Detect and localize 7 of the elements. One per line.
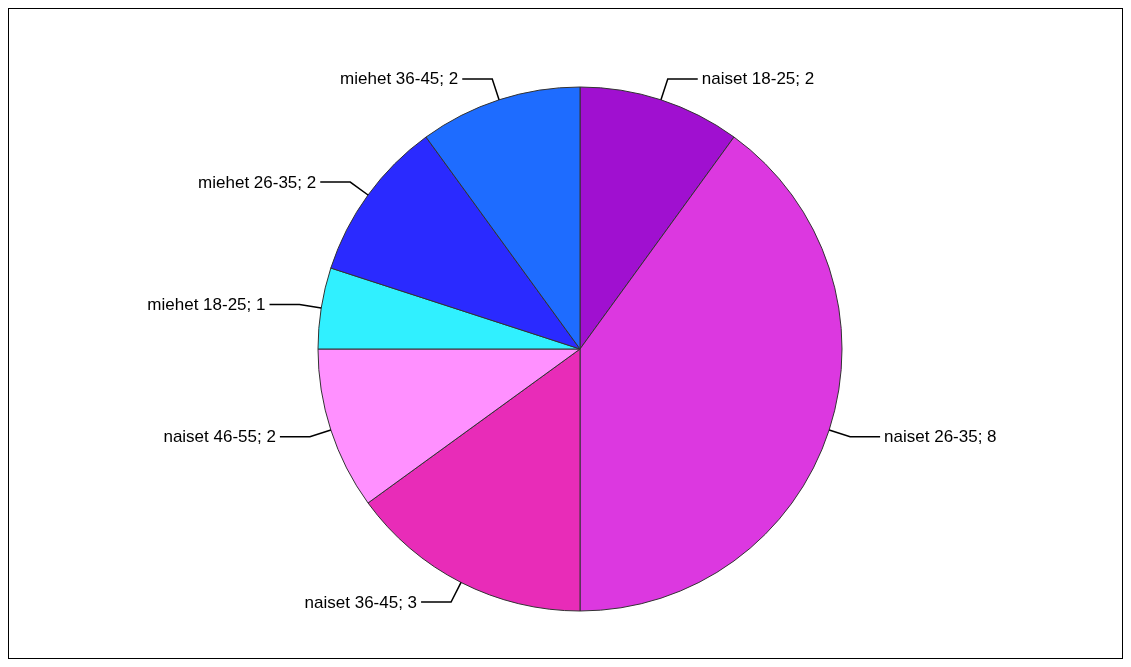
slice-label: naiset 26-35; 8 <box>884 427 997 447</box>
slice-label: miehet 26-35; 2 <box>198 172 317 192</box>
slice-label: miehet 36-45; 2 <box>340 69 459 89</box>
slice-label: naiset 46-55; 2 <box>163 427 276 447</box>
slice-label: naiset 18-25; 2 <box>701 69 815 89</box>
slice-label: naiset 36-45; 3 <box>304 592 418 612</box>
slice-label: miehet 18-25; 1 <box>147 295 266 315</box>
